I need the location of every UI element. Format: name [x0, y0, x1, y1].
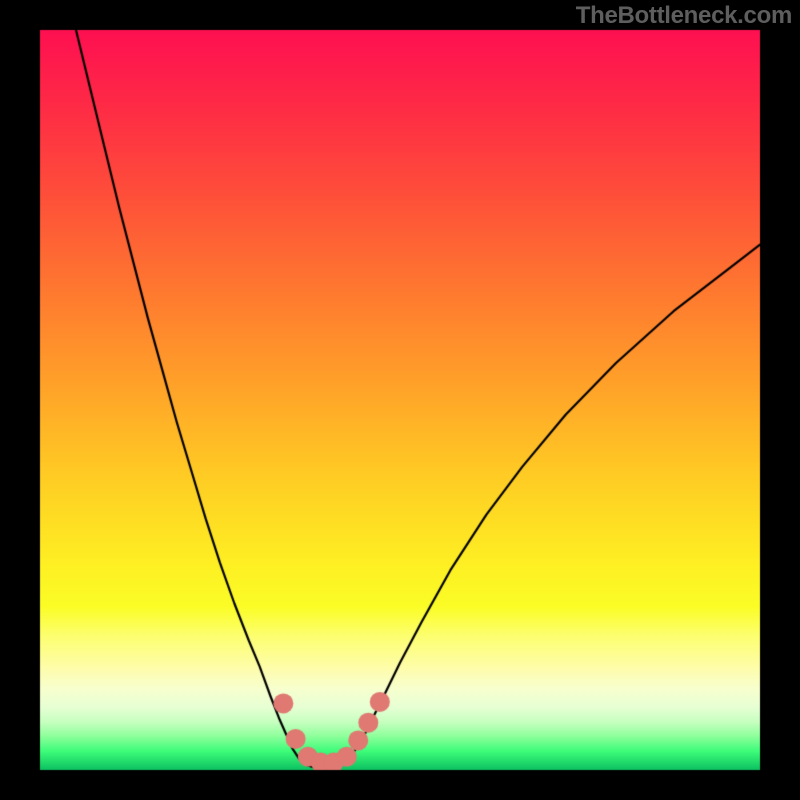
bottleneck-curve-chart — [0, 0, 800, 800]
watermark-text: TheBottleneck.com — [576, 2, 792, 30]
chart-container: TheBottleneck.com — [0, 0, 800, 800]
